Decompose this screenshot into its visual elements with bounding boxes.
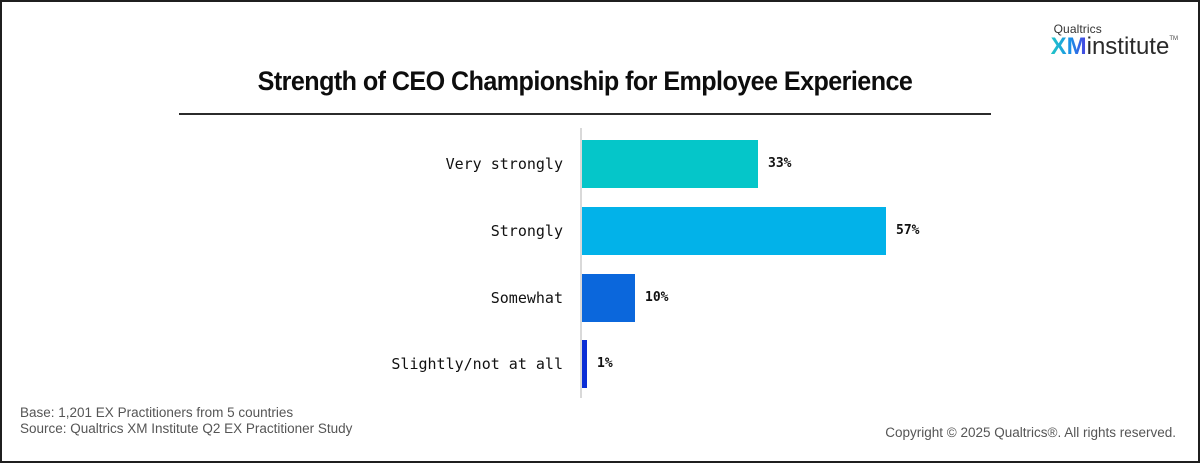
bar-value: 1% (597, 356, 613, 371)
bar-slightly-not-at-all (582, 340, 587, 388)
chart-title: Strength of CEO Championship for Employe… (257, 66, 913, 96)
logo-trademark: TM (1169, 36, 1178, 42)
bar-label: Somewhat (490, 289, 563, 307)
bar-value: 10% (645, 290, 669, 305)
logo-institute: institute (1086, 33, 1170, 60)
source-note: Source: Qualtrics XM Institute Q2 EX Pra… (20, 421, 353, 436)
y-axis-line (580, 128, 582, 398)
chart-notes: Base: 1,201 EX Practitioners from 5 coun… (20, 405, 352, 437)
logo-brand: Qualtrics (1053, 22, 1102, 36)
logo-xm: XM (1050, 33, 1087, 60)
bar-value: 57% (896, 223, 920, 238)
title-underline (179, 113, 991, 115)
qualtrics-xm-institute-logo: Qualtrics XMinstituteTM (1051, 22, 1178, 59)
bar-row-slightly-not-at-all: Slightly/not at all 1% (0, 340, 1200, 388)
bar-row-strongly: Strongly 57% (0, 207, 1200, 255)
bar-row-very-strongly: Very strongly 33% (0, 140, 1200, 188)
bar-value: 33% (768, 156, 792, 171)
bar-label: Strongly (490, 222, 563, 240)
copyright-notice: Copyright © 2025 Qualtrics®. All rights … (885, 425, 1176, 440)
bar-label: Slightly/not at all (391, 355, 563, 373)
bar-strongly (582, 207, 886, 255)
bar-row-somewhat: Somewhat 10% (0, 274, 1200, 322)
bar-somewhat (582, 274, 635, 322)
base-note: Base: 1,201 EX Practitioners from 5 coun… (20, 405, 294, 420)
bar-label: Very strongly (445, 155, 563, 173)
bar-very-strongly (582, 140, 758, 188)
